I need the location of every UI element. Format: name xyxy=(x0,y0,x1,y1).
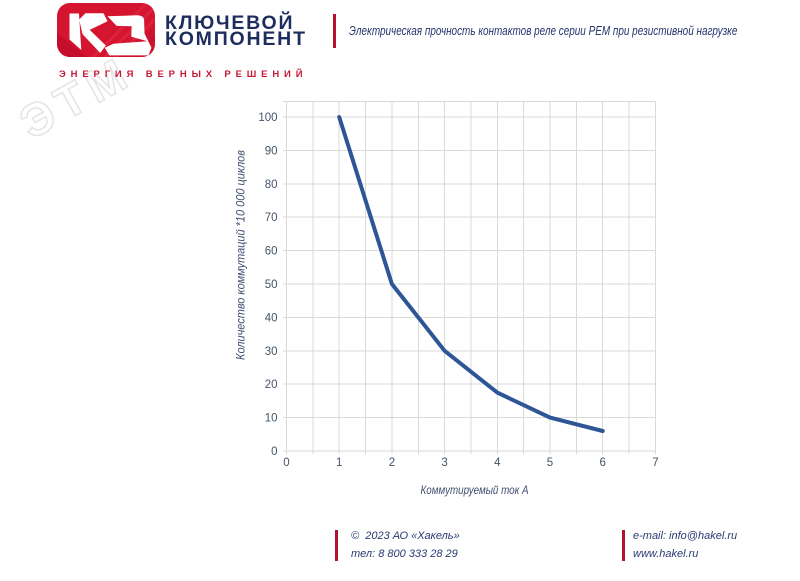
svg-text:4: 4 xyxy=(494,457,501,469)
svg-text:3: 3 xyxy=(441,457,447,469)
svg-text:50: 50 xyxy=(265,279,278,291)
svg-text:20: 20 xyxy=(265,379,278,391)
svg-text:2: 2 xyxy=(389,457,395,469)
svg-text:40: 40 xyxy=(265,312,278,324)
svg-text:70: 70 xyxy=(265,212,278,224)
svg-text:Коммутируемый ток А: Коммутируемый ток А xyxy=(421,483,529,497)
svg-text:7: 7 xyxy=(652,457,658,469)
svg-text:10: 10 xyxy=(265,413,278,425)
svg-text:90: 90 xyxy=(265,145,278,157)
svg-text:5: 5 xyxy=(547,457,553,469)
svg-text:30: 30 xyxy=(265,346,278,358)
svg-text:100: 100 xyxy=(258,112,277,124)
svg-text:60: 60 xyxy=(265,246,278,258)
svg-text:6: 6 xyxy=(599,457,605,469)
svg-text:1: 1 xyxy=(336,457,342,469)
svg-text:0: 0 xyxy=(283,457,289,469)
svg-text:0: 0 xyxy=(271,446,277,458)
svg-text:80: 80 xyxy=(265,179,278,191)
svg-text:Количество коммутаций *10 000: Количество коммутаций *10 000 циклов xyxy=(234,150,248,360)
